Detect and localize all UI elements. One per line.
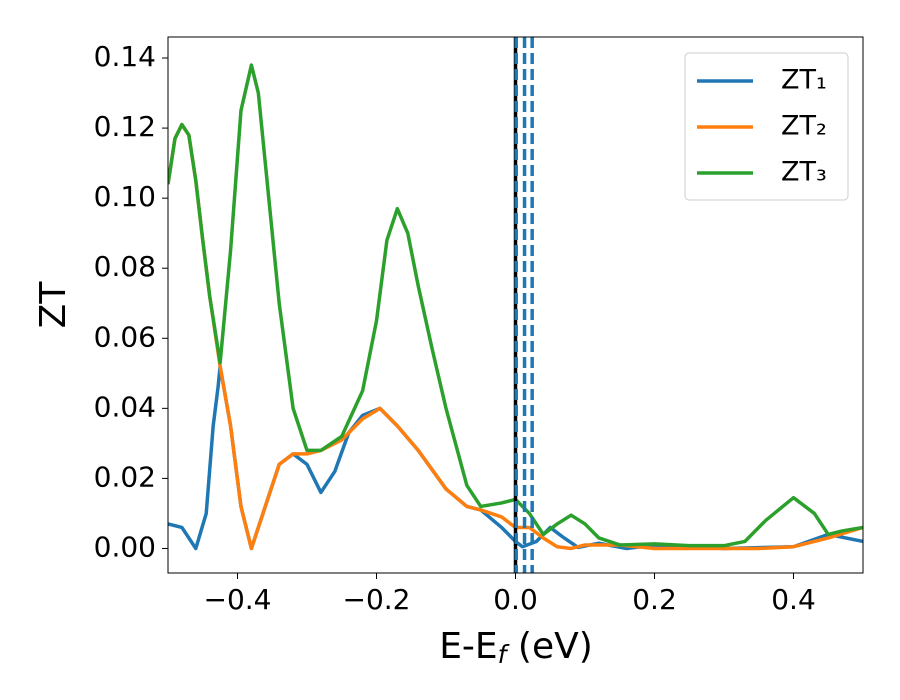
x-tick-label: −0.4 (204, 583, 272, 616)
y-tick-label: 0.10 (94, 180, 156, 213)
series-line (168, 63, 863, 548)
y-tick-label: 0.02 (94, 460, 156, 493)
legend-box (684, 52, 849, 201)
y-tick-label: 0.14 (94, 40, 156, 73)
y-axis-label: ZT (33, 281, 74, 329)
legend-label: ZT₃ (781, 157, 827, 188)
y-tick-label: 0.08 (94, 250, 156, 283)
x-tick-label: −0.2 (343, 583, 411, 616)
x-tick-label: 0.4 (771, 583, 816, 616)
x-label-main: E-E (439, 626, 497, 667)
x-label-rest: (eV) (506, 626, 592, 667)
y-tick-label: 0.06 (94, 320, 156, 353)
legend-label: ZT₁ (781, 65, 827, 96)
x-axis-label: E-Ef (eV) (439, 626, 593, 669)
y-tick-label: 0.04 (94, 390, 156, 423)
y-tick-label: 0.12 (94, 110, 156, 143)
y-tick-label: 0.00 (94, 530, 156, 563)
plot-frame (167, 36, 864, 574)
x-tick-label: 0.0 (493, 583, 538, 616)
legend-label: ZT₂ (781, 111, 827, 142)
x-tick-label: 0.2 (632, 583, 677, 616)
